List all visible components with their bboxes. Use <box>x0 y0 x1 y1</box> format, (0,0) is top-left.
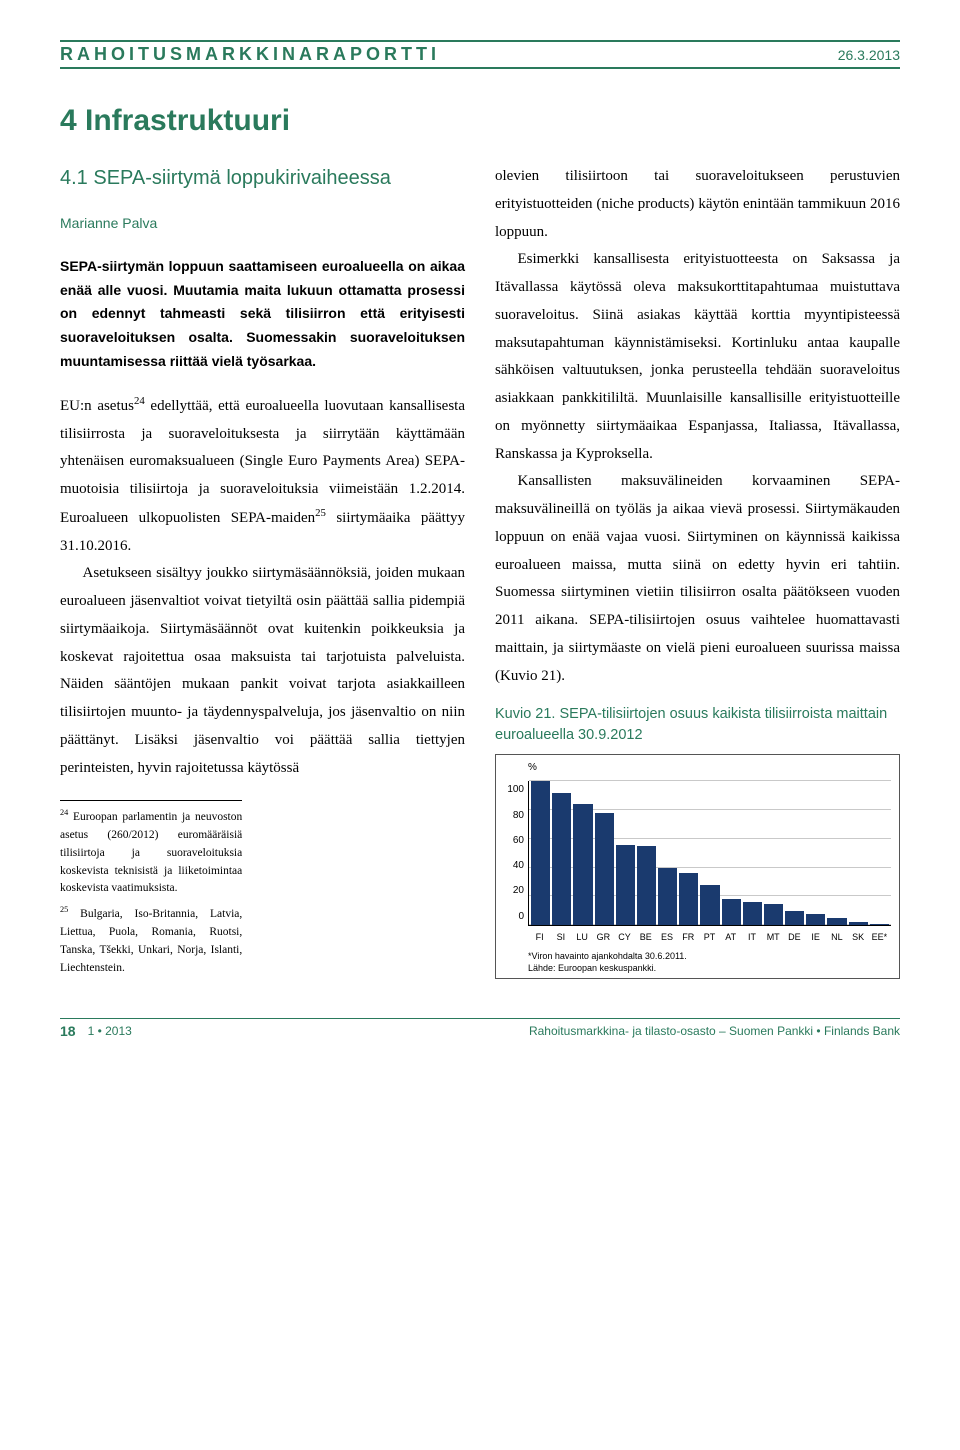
x-tick: ES <box>657 929 676 946</box>
chart-note1: *Viron havainto ajankohdalta 30.6.2011. <box>528 951 687 961</box>
author: Marianne Palva <box>60 211 465 237</box>
bar <box>806 914 825 926</box>
x-tick: PT <box>700 929 719 946</box>
bar <box>679 873 698 925</box>
footnotes: 24 Euroopan parlamentin ja neuvoston ase… <box>60 800 242 977</box>
bar <box>849 922 868 925</box>
lead-paragraph: SEPA-siirtymän loppuun saattamiseen euro… <box>60 255 465 374</box>
x-tick: AT <box>721 929 740 946</box>
x-tick: GR <box>594 929 613 946</box>
column-left: 4.1 SEPA-siirtymä loppukirivaiheessa Mar… <box>60 163 465 983</box>
x-tick: IE <box>806 929 825 946</box>
x-tick: SI <box>551 929 570 946</box>
body-r2: Esimerkki kansallisesta erityistuotteest… <box>495 246 900 468</box>
chart-area: % 100 80 60 40 20 0 <box>504 761 891 926</box>
body-p1b: edellyttää, että euroalueella luovutaan … <box>60 398 465 526</box>
chart-caption: Kuvio 21. SEPA-tilisiirtojen osuus kaiki… <box>495 704 900 746</box>
page-footer: 18 1 • 2013 Rahoitusmarkkina- ja tilasto… <box>60 1018 900 1039</box>
body-p2: Asetukseen sisältyy joukko siirtymäsäänn… <box>60 560 465 782</box>
footnote-ref-24: 24 <box>134 395 145 407</box>
bar <box>616 845 635 926</box>
two-column-body: 4.1 SEPA-siirtymä loppukirivaiheessa Mar… <box>60 163 900 983</box>
issue-label: 1 • 2013 <box>88 1024 132 1038</box>
y-tick: 100 <box>504 781 524 800</box>
x-tick: SK <box>849 929 868 946</box>
footnote-24: 24 Euroopan parlamentin ja neuvoston ase… <box>60 807 242 898</box>
bar <box>785 911 804 925</box>
body-r3: Kansallisten maksuvälineiden korvaaminen… <box>495 468 900 690</box>
bar <box>827 918 846 925</box>
body-p1a: EU:n asetus <box>60 398 134 414</box>
bar <box>595 813 614 925</box>
report-date: 26.3.2013 <box>838 47 900 63</box>
x-tick: NL <box>827 929 846 946</box>
body-r1: olevien tilisiirtoon tai suoraveloitukse… <box>495 163 900 246</box>
y-tick: 40 <box>504 857 524 876</box>
column-right: olevien tilisiirtoon tai suoraveloitukse… <box>495 163 900 983</box>
x-tick: CY <box>615 929 634 946</box>
x-axis-labels: FISILUGRCYBEESFRPTATITMTDEIENLSKEE* <box>528 926 891 946</box>
footnote-25: 25 Bulgaria, Iso-Britannia, Latvia, Liet… <box>60 904 242 977</box>
chart-plot <box>528 781 891 926</box>
bar <box>552 793 571 925</box>
footnote-ref-25: 25 <box>315 507 326 519</box>
subsection-title: 4.1 SEPA-siirtymä loppukirivaiheessa <box>60 163 465 193</box>
x-tick: MT <box>764 929 783 946</box>
x-tick: LU <box>572 929 591 946</box>
y-tick: 80 <box>504 807 524 826</box>
header-bar: RAHOITUSMARKKINARAPORTTI 26.3.2013 <box>60 40 900 69</box>
bar <box>573 804 592 925</box>
x-tick: IT <box>742 929 761 946</box>
section-title: 4 Infrastruktuuri <box>60 104 900 138</box>
footer-right: Rahoitusmarkkina- ja tilasto-osasto – Su… <box>529 1024 900 1038</box>
bar <box>870 924 889 925</box>
x-tick: FR <box>679 929 698 946</box>
y-axis-unit: % <box>528 759 537 778</box>
y-tick: 60 <box>504 832 524 851</box>
bar <box>637 846 656 925</box>
chart-note2: Lähde: Euroopan keskuspankki. <box>528 963 656 973</box>
body-p1: EU:n asetus24 edellyttää, että euroaluee… <box>60 392 465 561</box>
x-tick: FI <box>530 929 549 946</box>
x-tick: DE <box>785 929 804 946</box>
bar <box>722 899 741 925</box>
y-tick: 0 <box>504 908 524 927</box>
y-axis: 100 80 60 40 20 0 <box>504 781 528 926</box>
chart-note: *Viron havainto ajankohdalta 30.6.2011. … <box>528 950 891 974</box>
report-title: RAHOITUSMARKKINARAPORTTI <box>60 44 440 65</box>
x-tick: BE <box>636 929 655 946</box>
bar <box>700 885 719 925</box>
chart-box: % 100 80 60 40 20 0 FISILUGRCYBEESFRPTATITMTD… <box>495 754 900 979</box>
page-number: 18 <box>60 1023 76 1039</box>
fn25-text: Bulgaria, Iso-Britannia, Latvia, Liettua… <box>60 908 242 973</box>
y-tick: 20 <box>504 882 524 901</box>
fn24-text: Euroopan parlamentin ja neuvoston asetus… <box>60 811 242 894</box>
bar <box>531 781 550 925</box>
bar <box>658 868 677 926</box>
bar <box>764 904 783 926</box>
bar <box>743 902 762 925</box>
x-tick: EE* <box>870 929 889 946</box>
